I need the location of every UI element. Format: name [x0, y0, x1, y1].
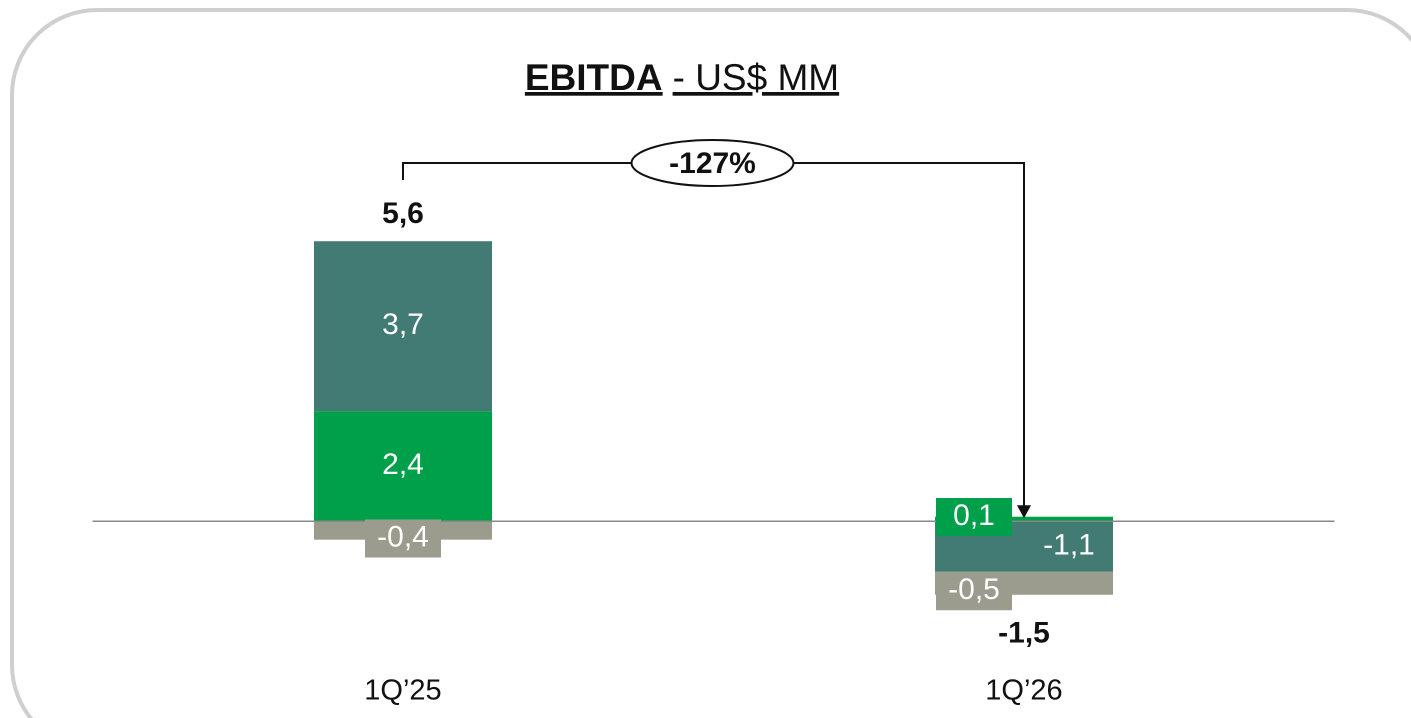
arrow-head — [1017, 505, 1031, 519]
total-label: -1,5 — [998, 617, 1050, 650]
label-box — [936, 572, 1012, 611]
title-sub: - US$ MM — [673, 57, 840, 98]
bar-segment — [314, 241, 492, 412]
value-label: -1,1 — [1043, 528, 1095, 561]
change-oval — [630, 139, 795, 187]
value-label: -0,4 — [377, 520, 429, 553]
chart-title: EBITDA - US$ MM — [525, 57, 839, 98]
value-label: 2,4 — [382, 448, 424, 481]
value-label: 3,7 — [382, 308, 424, 341]
total-label: 5,6 — [382, 197, 424, 230]
bar-segment — [935, 516, 1113, 522]
label-box — [936, 498, 1012, 537]
x-tick-label: 1Q’26 — [985, 675, 1062, 707]
value-label: 0,1 — [953, 499, 995, 532]
value-label: -0,5 — [948, 573, 1000, 606]
change-label: -127% — [669, 147, 756, 180]
label-box — [365, 519, 441, 558]
bar-segment — [314, 411, 492, 522]
frame — [10, 8, 1411, 718]
x-tick-label: 1Q’25 — [364, 675, 441, 707]
title-main: EBITDA — [525, 57, 663, 98]
